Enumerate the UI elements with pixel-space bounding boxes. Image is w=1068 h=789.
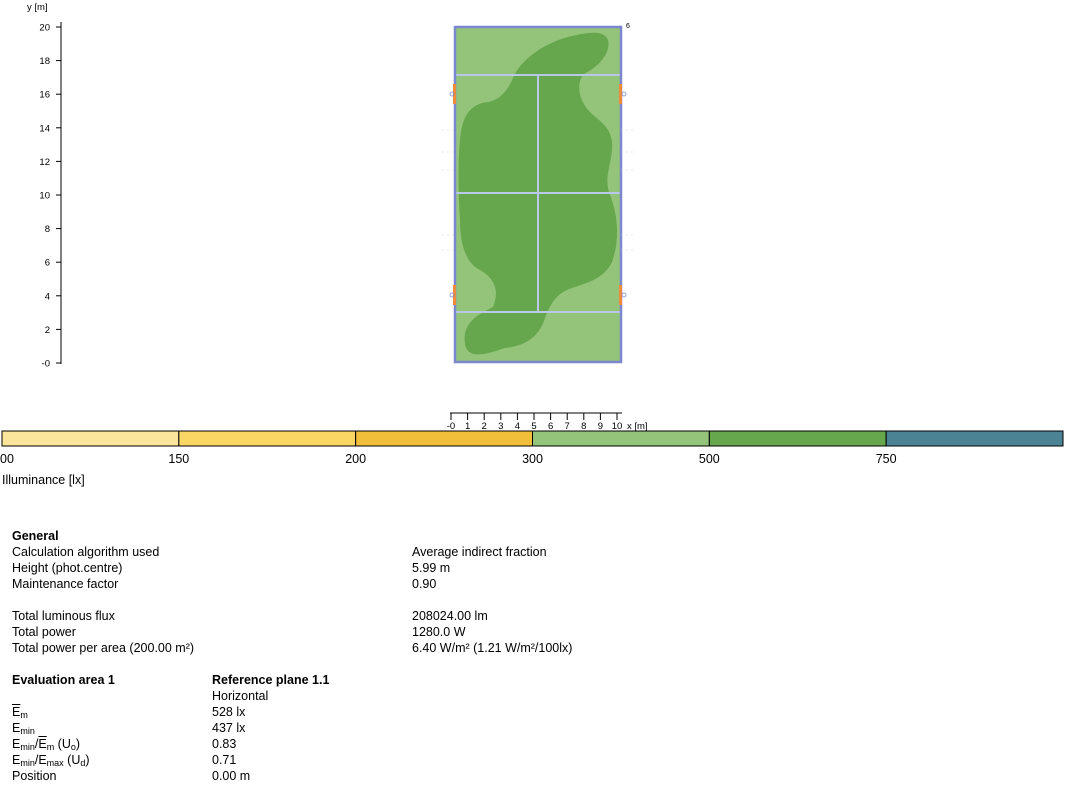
- reference-plane-orientation: Horizontal: [212, 689, 269, 703]
- general-section: General Calculation algorithm used Heigh…: [12, 528, 194, 656]
- evaluation-section: Evaluation area 1 Em Emin Emin/Em (Uo) E…: [12, 672, 115, 784]
- y-tick-label: -0: [42, 359, 50, 370]
- y-tick-label: 6: [45, 258, 50, 269]
- x-axis-label: x [m]: [627, 421, 648, 432]
- corner-marker: 6: [626, 23, 630, 30]
- x-tick-label: 4: [515, 421, 520, 432]
- eval-label-emin: Emin: [12, 721, 35, 736]
- luminaires: [449, 84, 627, 305]
- y-tick-label: 2: [45, 325, 50, 336]
- legend-swatch: [708, 430, 887, 447]
- general-value: Average indirect fraction: [412, 545, 547, 559]
- eval-value: 0.83: [212, 737, 237, 751]
- y-tick-label: 20: [39, 23, 50, 34]
- reference-plane-heading: Reference plane 1.1: [212, 673, 330, 687]
- x-tick-label: 8: [581, 421, 586, 432]
- y-tick-label: 16: [39, 90, 50, 101]
- x-tick-label: 3: [498, 421, 503, 432]
- legend-title: Illuminance [lx]: [2, 473, 85, 487]
- floor-plan: 6: [442, 23, 634, 364]
- x-tick-label: 9: [598, 421, 603, 432]
- guide-lines: [442, 129, 634, 251]
- legend-swatch: [178, 430, 357, 447]
- luminaire-marker: [449, 292, 455, 298]
- y-tick-label: 8: [45, 224, 50, 235]
- x-tick-label: 1: [465, 421, 470, 432]
- x-axis-ticks: -0 1 2 3 4 5 6 7 8 9 10 x [m]: [447, 413, 648, 432]
- general-label: Total power per area (200.00 m²): [12, 641, 195, 655]
- general-label: Height (phot.centre): [12, 561, 123, 575]
- y-axis-label: y [m]: [27, 2, 48, 13]
- general-value: 0.90: [412, 577, 437, 591]
- y-tick-label: 14: [39, 123, 50, 134]
- general-value: 5.99 m: [412, 561, 451, 575]
- general-label: Total luminous flux: [12, 609, 115, 623]
- luminaire-icon: [619, 84, 622, 104]
- legend-label: 00: [0, 452, 14, 466]
- general-label: Maintenance factor: [12, 577, 119, 591]
- x-tick-label: 6: [548, 421, 553, 432]
- y-tick-label: 10: [39, 191, 50, 202]
- eval-value: 0.00 m: [212, 769, 251, 783]
- luminaire-icon: [453, 84, 456, 104]
- general-value: 1280.0 W: [412, 625, 466, 639]
- luminaire-marker: [449, 91, 455, 97]
- legend-label: 150: [168, 452, 189, 466]
- evaluation-heading: Evaluation area 1: [12, 673, 115, 687]
- y-tick-label: 12: [39, 157, 50, 168]
- y-tick-label: 4: [45, 291, 50, 302]
- evaluation-values: Reference plane 1.1 Horizontal 528 lx 43…: [212, 672, 329, 784]
- legend-swatch: [355, 430, 533, 447]
- luminaire-marker: [621, 91, 627, 97]
- eval-value: 0.71: [212, 753, 237, 767]
- eval-label-ud: Emin/Emax (Ud): [12, 753, 90, 768]
- legend-label: 500: [699, 452, 720, 466]
- general-heading: General: [12, 529, 59, 543]
- eval-label-uo: Emin/Em (Uo): [12, 737, 81, 752]
- general-values: Average indirect fraction 5.99 m 0.90 20…: [412, 544, 572, 656]
- luminaire-icon: [619, 285, 622, 305]
- eval-value: 437 lx: [212, 721, 246, 735]
- y-tick-label: 18: [39, 56, 50, 67]
- general-label: Total power: [12, 625, 76, 639]
- legend-swatch: [532, 430, 710, 447]
- room-outline: [453, 25, 623, 364]
- eval-value: 528 lx: [212, 705, 246, 719]
- legend-label: 200: [345, 452, 366, 466]
- x-tick-label: 10: [612, 421, 623, 432]
- luminaire-icon: [453, 285, 456, 305]
- x-tick-label: 2: [482, 421, 487, 432]
- general-value: 6.40 W/m² (1.21 W/m²/100lx): [412, 641, 573, 655]
- legend-label: 300: [522, 452, 543, 466]
- x-tick-label: -0: [447, 421, 455, 432]
- general-label: Calculation algorithm used: [12, 545, 160, 559]
- illuminance-legend: 00 150 200 300 500 750: [0, 430, 1064, 466]
- general-value: 208024.00 lm: [412, 609, 488, 623]
- x-tick-label: 5: [531, 421, 536, 432]
- luminaire-marker: [621, 292, 627, 298]
- eval-label-position: Position: [12, 769, 57, 783]
- legend-swatch: [885, 430, 1064, 447]
- legend-label: 750: [876, 452, 897, 466]
- eval-label-em: Em: [12, 705, 28, 720]
- x-tick-label: 7: [565, 421, 570, 432]
- legend-swatch: [1, 430, 180, 447]
- court-lines: [455, 74, 621, 313]
- y-axis-ticks: 20 18 16 14 12 10 8 6 4 2 -0: [39, 23, 61, 370]
